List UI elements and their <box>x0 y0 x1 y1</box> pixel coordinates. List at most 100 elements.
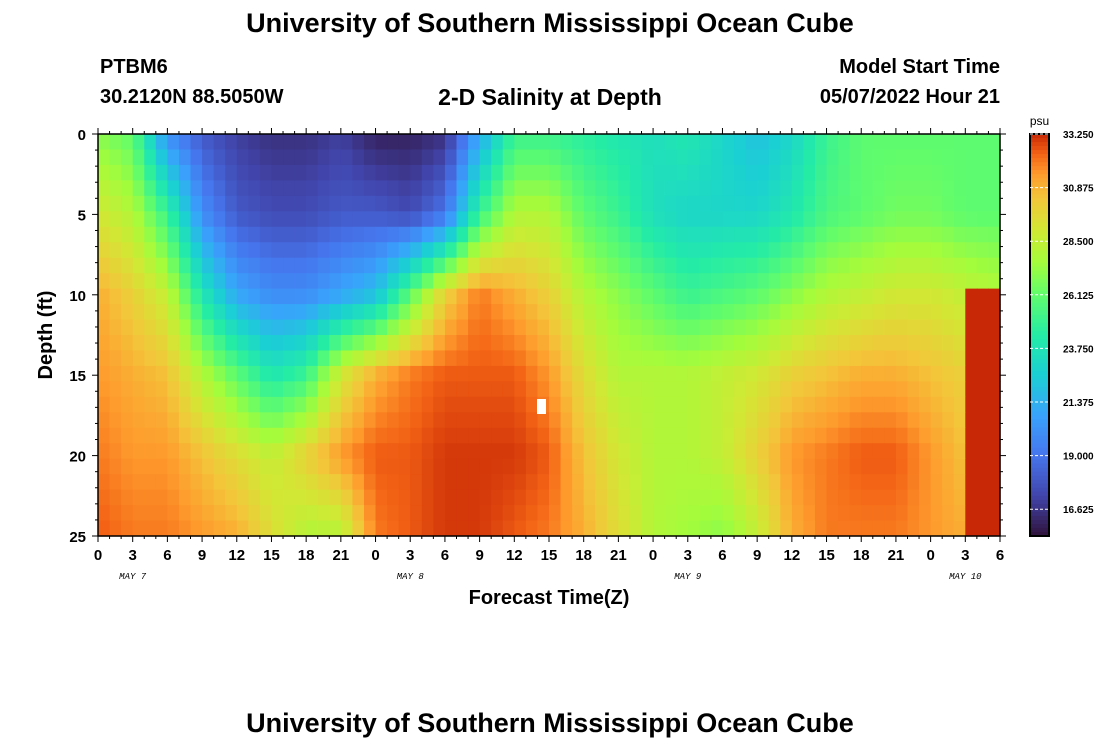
heatmap-cell <box>387 520 400 537</box>
heatmap-cell <box>942 180 955 197</box>
heatmap-cell <box>167 520 180 537</box>
heatmap-cell <box>803 458 816 475</box>
heatmap-cell <box>768 443 781 460</box>
heatmap-cell <box>340 335 354 352</box>
heatmap-cell <box>814 195 828 212</box>
heatmap-cell <box>537 242 550 259</box>
heatmap-cell <box>537 273 550 290</box>
heatmap-cell <box>676 365 689 382</box>
heatmap-cell <box>988 427 1001 444</box>
heatmap-cell <box>387 149 400 166</box>
heatmap-cell <box>572 211 585 228</box>
heatmap-cell <box>468 350 481 367</box>
heatmap-cell <box>629 381 643 398</box>
heatmap-cell <box>259 443 273 460</box>
heatmap-cell <box>294 474 307 491</box>
heatmap-cell <box>595 520 608 537</box>
heatmap-cell <box>699 520 712 537</box>
heatmap-cell <box>907 520 920 537</box>
heatmap-cell <box>953 149 966 166</box>
heatmap-cell <box>178 365 192 382</box>
heatmap-cell <box>525 335 539 352</box>
heatmap-cell <box>641 195 654 212</box>
heatmap-cell <box>768 149 781 166</box>
colorbar-segment <box>1030 423 1049 429</box>
heatmap-cell <box>363 489 377 506</box>
heatmap-cell <box>410 257 423 274</box>
heatmap-cell <box>988 381 1001 398</box>
heatmap-cell <box>398 458 411 475</box>
heatmap-cell <box>768 365 781 382</box>
heatmap-cell <box>433 257 446 274</box>
colorbar-segment <box>1030 274 1049 280</box>
heatmap-cell <box>884 134 897 151</box>
heatmap-cell <box>491 242 504 259</box>
heatmap-cell <box>953 474 966 491</box>
colorbar-segment <box>1030 290 1049 296</box>
date-label: MAY 7 <box>119 572 147 582</box>
heatmap-cell <box>294 365 307 382</box>
heatmap-cell <box>468 149 481 166</box>
heatmap-cell <box>433 335 446 352</box>
heatmap-cell <box>583 489 596 506</box>
heatmap-cell <box>861 242 874 259</box>
heatmap-cell <box>352 350 365 367</box>
heatmap-cell <box>178 149 192 166</box>
heatmap-cell <box>363 335 377 352</box>
heatmap-cell <box>213 489 226 506</box>
heatmap-cell <box>595 134 608 151</box>
heatmap-cell <box>109 164 122 181</box>
heatmap-cell <box>502 365 515 382</box>
heatmap-cell <box>387 505 400 522</box>
heatmap-cell <box>942 195 955 212</box>
heatmap-cell <box>433 180 446 197</box>
heatmap-cell <box>606 335 619 352</box>
heatmap-cell <box>572 304 585 321</box>
heatmap-cell <box>803 381 816 398</box>
heatmap-cell <box>491 427 504 444</box>
heatmap-cell <box>468 242 481 259</box>
heatmap-cell <box>838 226 851 243</box>
heatmap-cell <box>965 458 978 475</box>
heatmap-cell <box>849 381 862 398</box>
x-tick-label: 18 <box>853 547 870 564</box>
heatmap-cell <box>687 164 700 181</box>
heatmap-cell <box>595 443 608 460</box>
heatmap-cell <box>768 319 781 336</box>
heatmap-cell <box>768 304 781 321</box>
heatmap-cell <box>664 304 677 321</box>
heatmap-cell <box>549 443 562 460</box>
heatmap-cell <box>213 211 226 228</box>
heatmap-cell <box>560 226 573 243</box>
heatmap-cell <box>421 520 434 537</box>
heatmap-cell <box>514 242 527 259</box>
heatmap-cell <box>965 350 978 367</box>
heatmap-cell <box>502 505 515 522</box>
heatmap-cell <box>479 474 492 491</box>
heatmap-cell <box>618 505 631 522</box>
heatmap-cell <box>340 164 354 181</box>
heatmap-cell <box>791 273 805 290</box>
heatmap-cell <box>375 474 388 491</box>
heatmap-cell <box>699 443 712 460</box>
heatmap-cell <box>121 288 134 305</box>
heatmap-cell <box>468 211 481 228</box>
heatmap-cell <box>745 396 758 413</box>
heatmap-cell <box>549 335 562 352</box>
heatmap-cell <box>178 304 192 321</box>
heatmap-cell <box>456 505 469 522</box>
heatmap-cell <box>236 458 249 475</box>
heatmap-cell <box>444 195 458 212</box>
heatmap-cell <box>167 474 180 491</box>
heatmap-cell <box>572 226 585 243</box>
heatmap-cell <box>884 226 897 243</box>
heatmap-cell <box>664 412 677 429</box>
heatmap-cell <box>537 180 550 197</box>
colorbar-segment <box>1030 222 1049 228</box>
heatmap-cell <box>433 443 446 460</box>
heatmap-cell <box>178 335 192 352</box>
heatmap-cell <box>236 335 249 352</box>
heatmap-cell <box>387 365 400 382</box>
heatmap-cell <box>144 242 157 259</box>
page-title: University of Southern Mississippi Ocean… <box>246 8 854 38</box>
